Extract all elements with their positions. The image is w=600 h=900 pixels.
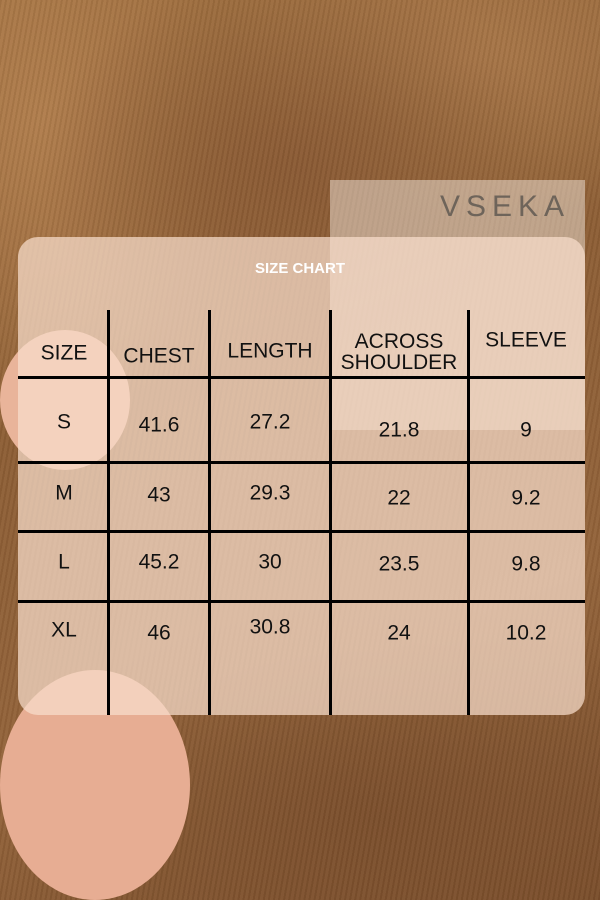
column-divider <box>467 310 470 715</box>
column-header: ACROSS SHOULDER <box>341 331 458 373</box>
measurement-cell: 9.8 <box>511 552 541 576</box>
size-label: XL <box>51 618 77 642</box>
column-header-line: ACROSS <box>354 330 444 353</box>
row-divider <box>18 461 585 464</box>
measurement-cell: 30.8 <box>249 615 291 639</box>
column-header-line: SHOULDER <box>340 351 458 374</box>
measurement-cell: 29.3 <box>249 481 291 505</box>
column-header: LENGTH <box>227 339 313 363</box>
measurement-cell: 46 <box>147 621 171 645</box>
measurement-cell: 43 <box>147 483 171 507</box>
size-label: L <box>58 550 70 574</box>
column-header: CHEST <box>123 344 195 368</box>
measurement-cell: 27.2 <box>249 410 291 434</box>
measurement-cell: 45.2 <box>138 550 180 574</box>
row-divider <box>18 600 585 603</box>
column-divider <box>107 310 110 715</box>
measurement-cell: 23.5 <box>378 552 420 576</box>
measurement-cell: 21.8 <box>378 418 420 442</box>
column-divider <box>329 310 332 715</box>
measurement-cell: 10.2 <box>505 621 547 645</box>
size-label: S <box>56 410 72 434</box>
label-logo: VSEKA <box>440 190 571 223</box>
chart-title: SIZE CHART <box>255 260 345 277</box>
measurement-cell: 24 <box>387 621 411 645</box>
measurement-cell: 30 <box>258 550 282 574</box>
size-chart-panel <box>18 237 585 715</box>
column-header: SIZE <box>40 341 88 365</box>
measurement-cell: 9.2 <box>511 486 541 510</box>
measurement-cell: 9 <box>520 418 532 442</box>
column-header: SLEEVE <box>485 328 567 352</box>
row-divider <box>18 530 585 533</box>
size-label: M <box>55 481 73 505</box>
measurement-cell: 41.6 <box>138 413 180 437</box>
column-divider <box>208 310 211 715</box>
row-divider <box>18 376 585 379</box>
measurement-cell: 22 <box>387 486 411 510</box>
